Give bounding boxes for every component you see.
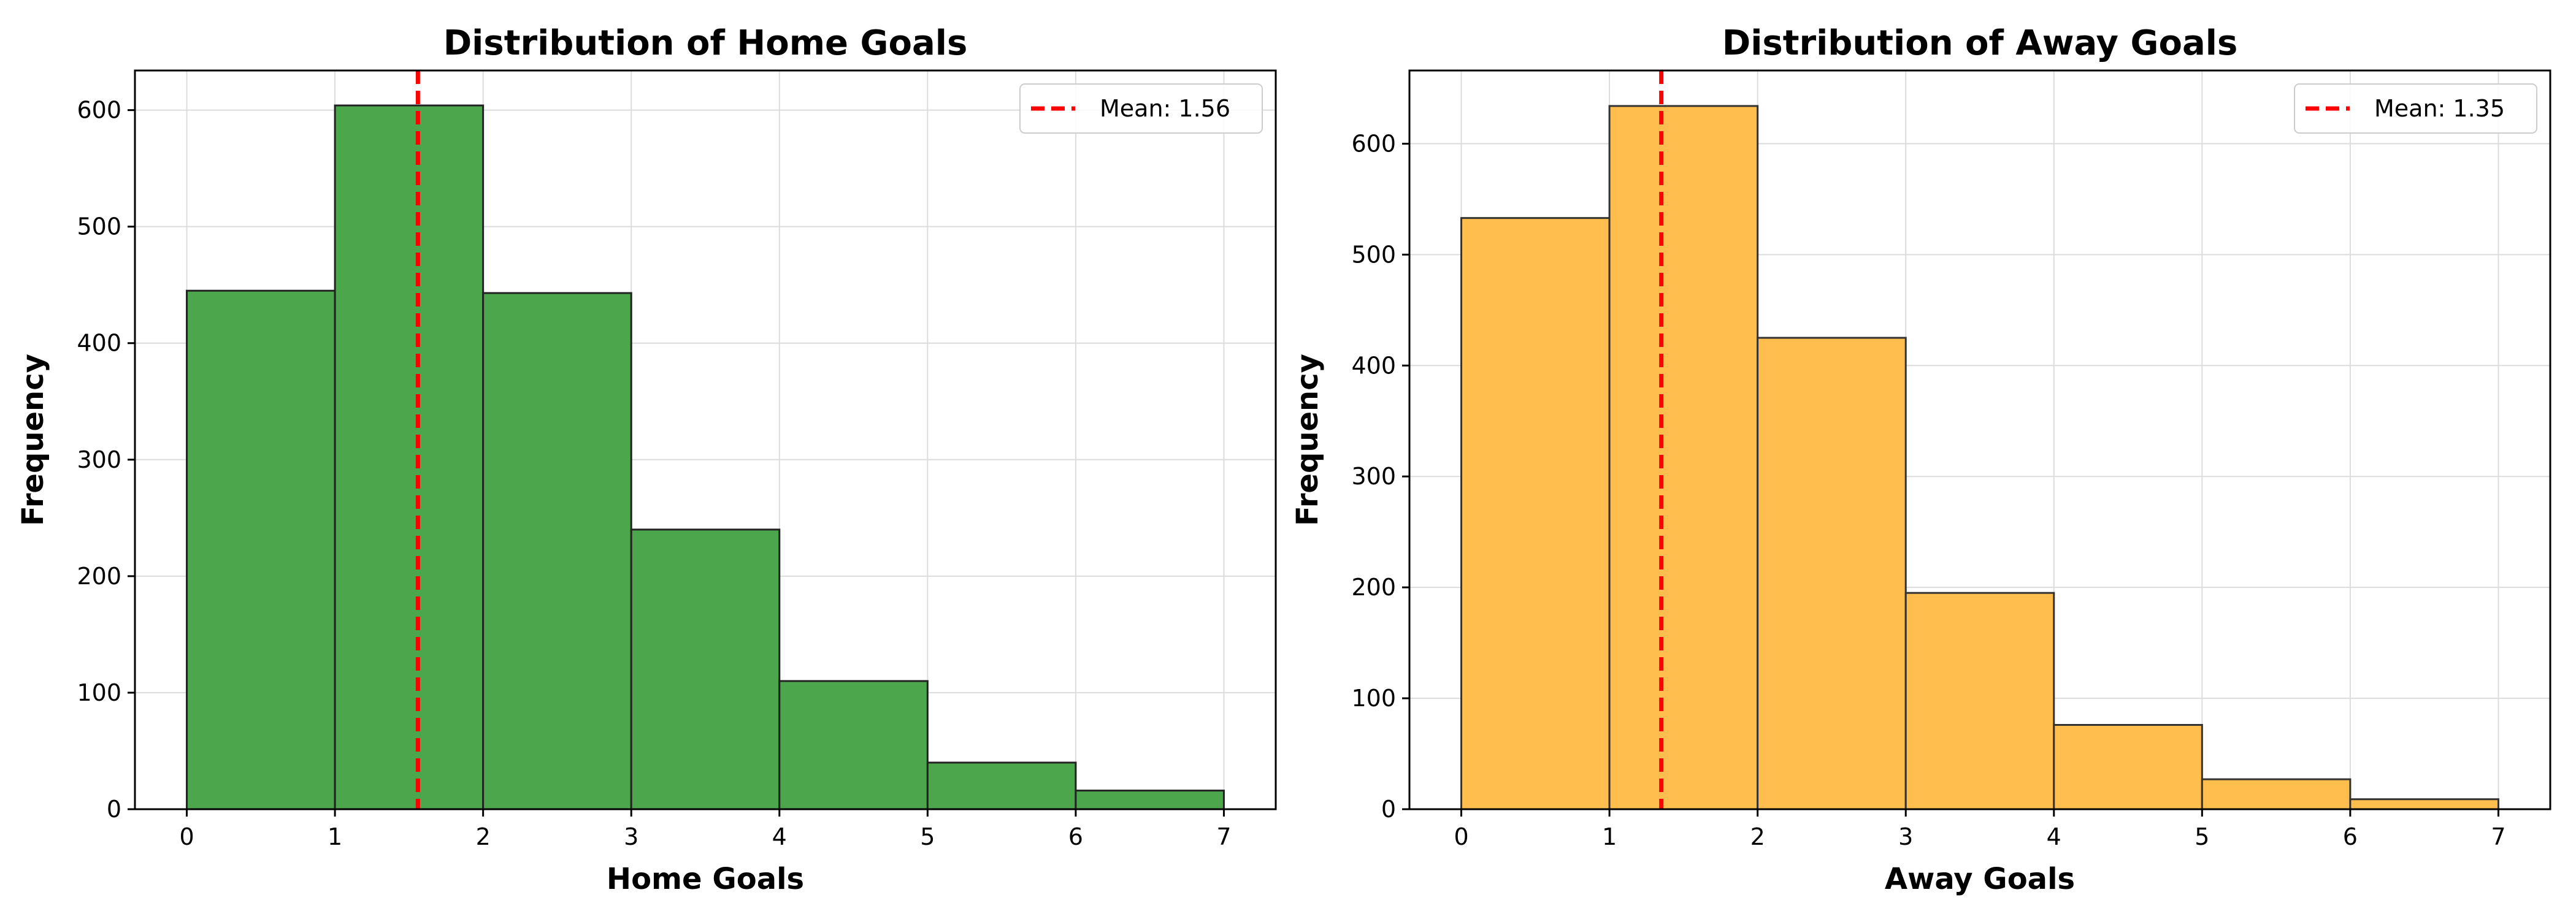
home-x-tick-label: 3 (624, 823, 638, 850)
away-bar-bin-0 (1460, 217, 1611, 810)
home-bar-bin-6 (1075, 790, 1225, 810)
home-x-tick-label: 7 (1216, 823, 1231, 850)
away-bar-bin-3 (1904, 592, 2055, 810)
home-x-tick-label: 6 (1068, 823, 1083, 850)
home-bar-bin-3 (630, 528, 781, 810)
home-y-tick-label: 500 (77, 213, 121, 240)
away-y-axis-label: Frequency (1290, 354, 1325, 526)
away-chart-title: Distribution of Away Goals (1722, 23, 2238, 63)
away-x-tick-label: 3 (1898, 823, 1913, 850)
home-bar-bin-0 (186, 289, 336, 810)
away-x-tick-label: 7 (2491, 823, 2505, 850)
away-y-tick-label: 0 (1381, 796, 1396, 823)
home-y-tick-label: 600 (77, 97, 121, 124)
home-x-tick-label: 0 (179, 823, 194, 850)
home-y-tick-label: 400 (77, 330, 121, 357)
away-x-tick-label: 6 (2343, 823, 2358, 850)
away-y-tick-label: 300 (1351, 463, 1396, 490)
away-x-axis-label: Away Goals (1885, 862, 2075, 896)
away-legend: Mean: 1.35 (2294, 83, 2537, 134)
away-bar-bin-4 (2053, 723, 2203, 810)
away-y-tick-label: 600 (1351, 130, 1396, 157)
home-y-tick-label: 0 (107, 796, 121, 823)
away-y-tick-label: 200 (1351, 574, 1396, 601)
away-bar-bin-1 (1608, 105, 1759, 810)
home-y-tick-label: 300 (77, 446, 121, 473)
home-y-axis-label: Frequency (16, 354, 50, 526)
home-x-axis-label: Home Goals (607, 862, 804, 896)
away-x-tick-label: 0 (1454, 823, 1468, 850)
away-x-tick-label: 1 (1602, 823, 1617, 850)
away-x-tick-label: 2 (1750, 823, 1765, 850)
home-legend: Mean: 1.56 (1019, 83, 1263, 134)
home-y-tick-label: 100 (77, 679, 121, 706)
away-axes-frame (1408, 69, 2551, 810)
away-bar-bin-5 (2201, 778, 2352, 810)
home-x-tick-label: 1 (328, 823, 342, 850)
home-bar-bin-1 (334, 104, 485, 810)
home-bar-bin-5 (926, 761, 1077, 810)
home-x-tick-label: 2 (476, 823, 491, 850)
away-goals-panel: 0 1 2 3 4 5 6 7 0 100 200 300 400 500 600 Distribution… (1290, 23, 2551, 896)
home-x-tick-label: 4 (772, 823, 787, 850)
away-y-tick-label: 400 (1351, 352, 1396, 379)
away-x-tick-label: 4 (2047, 823, 2061, 850)
home-bar-bin-2 (482, 292, 632, 810)
home-y-tick-label: 200 (77, 563, 121, 590)
away-y-tick-label: 500 (1351, 241, 1396, 268)
away-x-tick-label: 5 (2195, 823, 2209, 850)
home-legend-label: Mean: 1.56 (1100, 95, 1230, 122)
away-y-tick-label: 100 (1351, 685, 1396, 712)
home-axes-frame (134, 69, 1277, 810)
away-bar-bin-6 (2349, 798, 2499, 810)
home-x-tick-label: 5 (920, 823, 935, 850)
away-bar-bin-2 (1757, 337, 1907, 810)
away-legend-label: Mean: 1.35 (2374, 95, 2505, 122)
home-bar-bin-4 (778, 680, 929, 810)
home-goals-panel: 0 1 2 3 4 5 6 7 0 100 200 300 400 500 600 Distribution… (16, 23, 1277, 896)
home-chart-title: Distribution of Home Goals (443, 23, 968, 63)
